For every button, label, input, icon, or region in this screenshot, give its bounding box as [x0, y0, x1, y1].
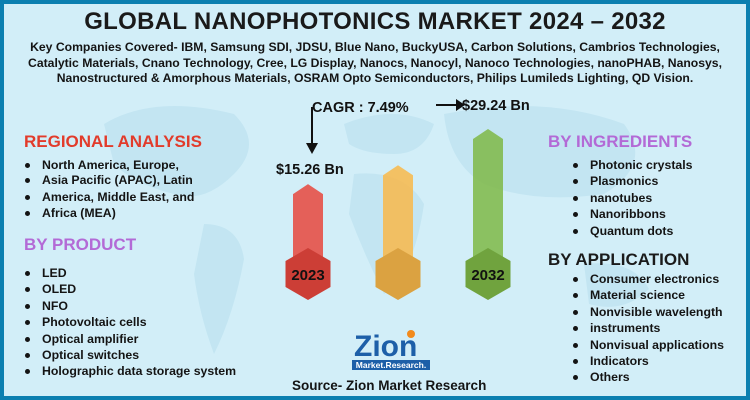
- bar-2023: 2023: [285, 184, 331, 300]
- list-item: Quantum dots: [570, 224, 740, 239]
- by-product-heading: BY PRODUCT: [24, 235, 137, 254]
- list-item: Material science: [570, 288, 746, 303]
- list-item: Consumer electronics: [570, 272, 746, 287]
- logo-word: Zion: [354, 330, 417, 363]
- by-application-heading: BY APPLICATION: [548, 250, 690, 269]
- bar-middle: [375, 165, 421, 300]
- list-item-continuation: America, Middle East, and: [22, 190, 252, 205]
- list-item: LED: [22, 266, 292, 281]
- bar-chart: 2023 2032: [285, 129, 511, 300]
- list-item: NFO: [22, 299, 292, 314]
- list-item-continuation: nanotubes: [570, 191, 740, 206]
- companies-line: Key Companies Covered- IBM, Samsung SDI,…: [30, 40, 720, 54]
- list-item: Holographic data storage system: [22, 364, 292, 379]
- logo-subtitle: Market.Research.: [356, 360, 426, 370]
- application-list: Consumer electronics Material science No…: [570, 272, 746, 387]
- list-item: Others: [570, 370, 746, 385]
- list-item: Optical switches: [22, 348, 292, 363]
- bar-column: [383, 165, 413, 274]
- bar-hexagon-base: [375, 248, 421, 300]
- list-item: Plasmonics: [570, 174, 740, 189]
- value-label-2032: $29.24 Bn: [462, 98, 530, 114]
- cagr-arrow-down-icon: [306, 107, 318, 154]
- bar-hexagon-base: [465, 248, 511, 300]
- category-label: 2023: [291, 267, 324, 284]
- list-item: Photovoltaic cells: [22, 315, 292, 330]
- regional-list: North America, Europe, Asia Pacific (APA…: [22, 158, 252, 223]
- list-item: Optical amplifier: [22, 332, 292, 347]
- source-text: Source- Zion Market Research: [292, 378, 487, 393]
- list-item: Nonvisual applications: [570, 338, 746, 353]
- list-item-continuation: Africa (MEA): [22, 206, 252, 221]
- list-item-continuation: instruments: [570, 321, 746, 336]
- bar-2032: 2032: [465, 129, 511, 300]
- bar-column: [473, 129, 503, 274]
- category-label: 2032: [471, 267, 504, 284]
- ingredients-list: Photonic crystals Plasmonics nanotubes N…: [570, 158, 740, 240]
- bar-hexagon-base: [285, 248, 331, 300]
- list-item: Indicators: [570, 354, 746, 369]
- list-item: Nonvisible wavelength: [570, 305, 746, 320]
- companies-line: Nanostructured & Amorphous Materials, OS…: [56, 71, 694, 85]
- cagr-label: CAGR : 7.49%: [312, 100, 409, 116]
- product-list: LED OLED NFO Photovoltaic cells Optical …: [22, 266, 292, 381]
- list-item: Nanoribbons: [570, 207, 740, 222]
- companies-line: Catalytic Materials, Cnano Technology, C…: [28, 55, 722, 70]
- list-item: North America, Europe,: [22, 158, 252, 173]
- list-item: Photonic crystals: [570, 158, 740, 173]
- list-item-continuation: Asia Pacific (APAC), Latin: [22, 173, 252, 188]
- page-title: GLOBAL NANOPHOTONICS MARKET 2024 – 2032: [84, 8, 666, 35]
- key-companies-text: Key Companies Covered- IBM, Samsung SDI,…: [16, 40, 734, 87]
- by-ingredients-heading: BY INGREDIENTS: [548, 132, 693, 151]
- logo-dot: [407, 330, 415, 338]
- zion-logo: Zion Market.Research.: [352, 330, 430, 370]
- list-item: OLED: [22, 282, 292, 297]
- value-label-2023: $15.26 Bn: [276, 162, 344, 178]
- regional-analysis-heading: REGIONAL ANALYSIS: [24, 132, 202, 151]
- cagr-arrow-right-icon: [436, 99, 465, 111]
- bar-column: [293, 184, 323, 274]
